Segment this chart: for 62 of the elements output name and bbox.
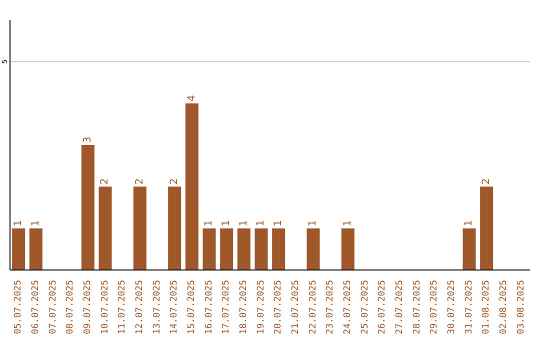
- data-label: 1: [308, 220, 319, 226]
- data-label: 2: [169, 178, 180, 185]
- bar: [133, 186, 146, 270]
- x-tick-label: 10.07.2025: [100, 280, 110, 334]
- x-tick-label: 02.08.2025: [499, 280, 509, 334]
- data-label: 1: [30, 220, 42, 226]
- x-tick-label: 11.07.2025: [118, 280, 128, 334]
- data-label: 1: [238, 220, 250, 226]
- x-tick-label: 15.07.2025: [187, 280, 197, 334]
- x-tick-label: 12.07.2025: [135, 280, 145, 334]
- x-tick-label: 17.07.2025: [222, 280, 232, 334]
- x-tick-label: 24.07.2025: [343, 280, 353, 334]
- x-tick-label: 31.07.2025: [464, 280, 474, 334]
- data-label: 1: [342, 220, 354, 226]
- data-label: 2: [134, 178, 146, 185]
- bar: [12, 228, 26, 270]
- x-tick-label: 22.07.2025: [308, 280, 318, 334]
- x-tick-label: 19.07.2025: [256, 280, 266, 334]
- x-tick-label: 30.07.2025: [447, 280, 457, 334]
- bar: [237, 228, 250, 270]
- data-label: 1: [221, 220, 232, 226]
- bar: [254, 228, 268, 270]
- x-tick-label: 25.07.2025: [360, 280, 370, 334]
- bar: [462, 228, 476, 270]
- x-tick-label: 23.07.2025: [326, 280, 336, 334]
- x-tick-label: 07.07.2025: [48, 280, 58, 334]
- x-tick-label: 26.07.2025: [378, 280, 388, 334]
- data-label: 3: [82, 136, 94, 143]
- bar: [185, 103, 198, 270]
- data-label: 4: [186, 94, 198, 102]
- bar: [272, 228, 286, 270]
- x-tick-label: 29.07.2025: [430, 280, 440, 334]
- x-tick-label: 14.07.2025: [170, 280, 180, 334]
- bar: [29, 228, 42, 270]
- x-tick-label: 27.07.2025: [395, 280, 405, 334]
- x-tick-label: 06.07.2025: [31, 280, 41, 334]
- data-label: 1: [13, 220, 24, 226]
- data-label: 1: [256, 220, 267, 226]
- x-tick-label: 03.08.2025: [516, 280, 526, 334]
- x-tick-label: 18.07.2025: [239, 280, 249, 334]
- bar: [202, 228, 216, 270]
- data-label: 2: [100, 178, 111, 185]
- x-tick-label: 21.07.2025: [291, 280, 301, 334]
- bar: [306, 228, 320, 270]
- data-label: 2: [481, 178, 492, 185]
- x-tick-label: 09.07.2025: [83, 280, 93, 334]
- bar: [480, 186, 494, 270]
- data-label: 1: [464, 220, 475, 226]
- x-tick-label: 28.07.2025: [412, 280, 422, 334]
- bar: [220, 228, 234, 270]
- x-tick-label: 16.07.2025: [204, 280, 214, 334]
- data-label: 1: [273, 220, 284, 226]
- bar: [81, 145, 94, 270]
- bar: [168, 186, 182, 270]
- x-tick-label: 20.07.2025: [274, 280, 284, 334]
- x-tick-label: 08.07.2025: [66, 280, 76, 334]
- x-tick-label: 13.07.2025: [152, 280, 162, 334]
- data-label: 1: [204, 220, 215, 226]
- bar: [98, 186, 112, 270]
- x-tick-label: 01.08.2025: [482, 280, 492, 334]
- bar: [341, 228, 354, 270]
- x-tick-label: 05.07.2025: [14, 280, 24, 334]
